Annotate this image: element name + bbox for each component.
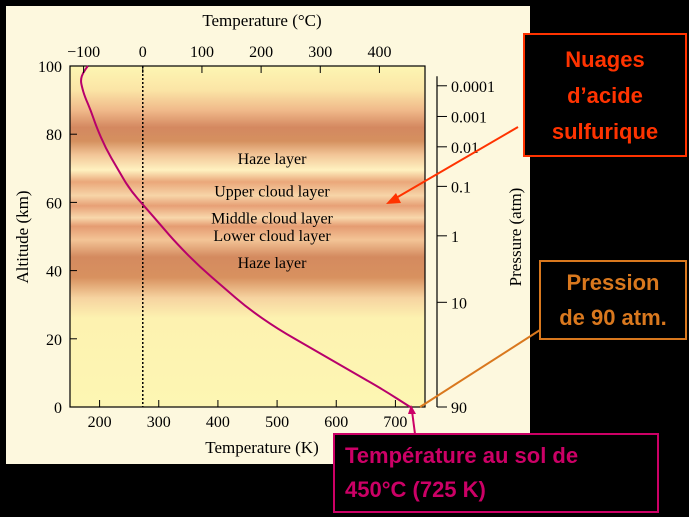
plot-frame <box>69 65 426 408</box>
pressure-callout-line-1: Pression <box>567 270 660 295</box>
layer-label: Middle cloud layer <box>211 211 333 228</box>
clouds-callout-arrow <box>395 126 519 199</box>
temperature-callout-line-2: 450°C (725 K) <box>345 477 486 502</box>
y-tick-label-km: 0 <box>54 400 62 417</box>
temperature-callout-line-1: Température au sol de <box>345 443 578 468</box>
temperature-callout-box <box>333 433 659 513</box>
x-tick-label-c: −100 <box>67 44 100 61</box>
left-axis: 0 20 40 60 80 100 <box>38 59 77 417</box>
x-tick-label-k: 600 <box>324 414 348 431</box>
x-tick-label-c: 0 <box>139 44 147 61</box>
y-tick-label-km: 40 <box>46 264 62 281</box>
left-axis-title: Altitude (km) <box>13 190 32 283</box>
y-tick-label-km: 60 <box>46 195 62 212</box>
bottom-axis: 200 300 400 500 600 700 <box>88 400 407 431</box>
pressure-callout-line <box>419 329 541 408</box>
pressure-tick-label: 0.0001 <box>451 79 495 96</box>
x-tick-label-c: 400 <box>367 44 391 61</box>
x-tick-label-c: 100 <box>190 44 214 61</box>
y-tick-label-km: 80 <box>46 127 62 144</box>
pressure-tick-label: 90 <box>451 400 467 417</box>
pressure-callout-line-2: de 90 atm. <box>559 305 667 330</box>
layer-label: Haze layer <box>238 151 308 168</box>
right-axis: 0.0001 0.001 0.01 0.1 1 10 90 <box>436 76 495 417</box>
bottom-axis-title: Temperature (K) <box>205 438 319 457</box>
pressure-callout-box <box>539 260 687 340</box>
y-tick-label-km: 20 <box>46 332 62 349</box>
pressure-tick-label: 0.001 <box>451 109 487 126</box>
top-axis-title: Temperature (°C) <box>202 11 321 30</box>
x-tick-label-c: 300 <box>308 44 332 61</box>
clouds-callout-line-1: Nuages <box>565 47 644 72</box>
pressure-tick-label: 0.1 <box>451 179 471 196</box>
layer-label: Haze layer <box>238 255 308 272</box>
x-tick-label-k: 500 <box>265 414 289 431</box>
x-tick-label-k: 300 <box>147 414 171 431</box>
right-axis-title: Pressure (atm) <box>506 188 525 287</box>
pressure-tick-label: 1 <box>451 229 459 246</box>
plot-area <box>70 66 425 407</box>
clouds-callout-arrowhead <box>386 193 401 204</box>
x-tick-label-k: 700 <box>383 414 407 431</box>
temperature-callout-line <box>411 410 416 435</box>
x-tick-label-k: 400 <box>206 414 230 431</box>
pressure-tick-label: 10 <box>451 295 467 312</box>
y-tick-label-km: 100 <box>38 59 62 76</box>
x-tick-label-k: 200 <box>88 414 112 431</box>
layer-label: Lower cloud layer <box>213 228 331 245</box>
x-tick-label-c: 200 <box>249 44 273 61</box>
pressure-tick-label: 0.01 <box>451 140 479 157</box>
clouds-callout-line-2: d’acide <box>567 83 643 108</box>
layer-label: Upper cloud layer <box>214 183 330 200</box>
layer-labels: Haze layer Upper cloud layer Middle cloud … <box>211 151 333 272</box>
clouds-callout-box <box>523 33 687 157</box>
top-axis: −100 0 100 200 300 400 <box>67 44 391 73</box>
temperature-profile-line <box>80 65 411 408</box>
temperature-callout-arrowhead <box>408 405 416 414</box>
clouds-callout-line-3: sulfurique <box>552 119 658 144</box>
